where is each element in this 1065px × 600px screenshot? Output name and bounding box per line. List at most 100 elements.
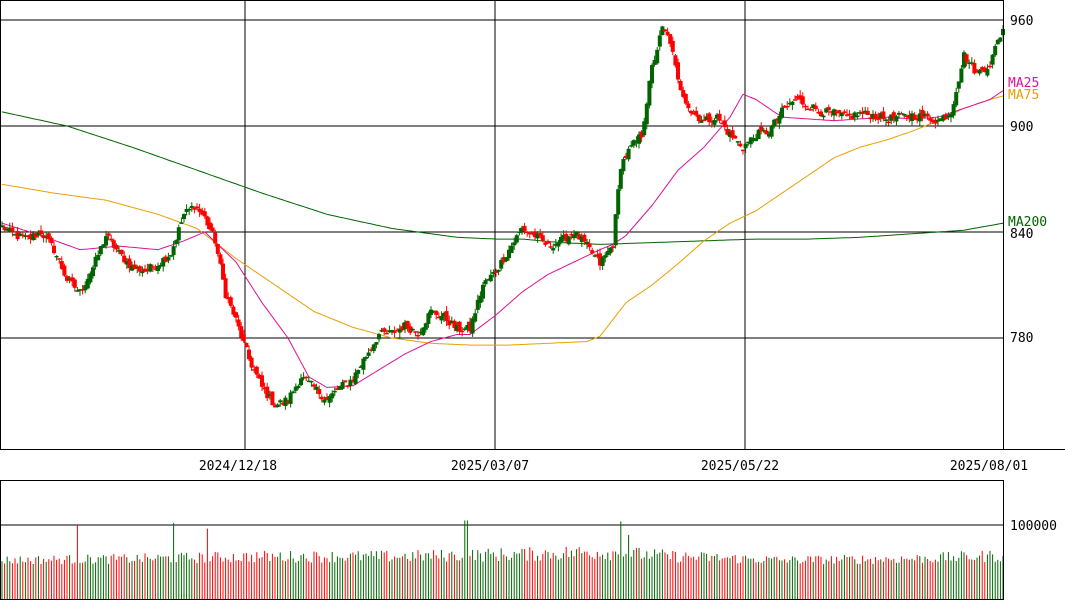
candle-body	[527, 232, 532, 235]
candlestick	[257, 373, 262, 379]
candle-body	[262, 387, 267, 390]
candle-body	[457, 321, 462, 332]
candlestick	[652, 55, 657, 67]
candlestick	[683, 92, 688, 105]
candlestick	[566, 235, 571, 246]
candle-body	[166, 257, 171, 261]
candle-body	[366, 352, 371, 356]
candlestick	[613, 213, 618, 249]
candlestick	[91, 265, 95, 279]
candle-body	[603, 255, 608, 258]
candle-body	[553, 243, 558, 246]
candlestick	[943, 112, 948, 120]
candlestick	[208, 217, 212, 231]
candlestick	[317, 385, 322, 399]
candle-body	[587, 243, 592, 248]
candle-body	[988, 65, 992, 68]
candle-body	[512, 242, 517, 246]
candlestick	[140, 266, 145, 277]
candlestick	[569, 231, 574, 240]
candlestick	[657, 30, 662, 51]
candlestick	[452, 319, 457, 332]
candle-body	[803, 105, 808, 108]
candlestick	[923, 111, 927, 119]
candle-body	[65, 276, 69, 281]
candlestick	[418, 328, 423, 336]
candle-body	[18, 233, 23, 236]
candle-body	[678, 80, 683, 91]
candlestick	[20, 231, 25, 239]
candle-body	[717, 113, 722, 121]
candle-body	[442, 313, 446, 317]
ma25-label: MA25	[1008, 76, 1039, 91]
candlestick	[174, 239, 179, 248]
candlestick	[205, 215, 210, 230]
candle-body	[171, 246, 176, 256]
candle-body	[426, 313, 431, 324]
candlestick	[704, 113, 709, 121]
candlestick	[455, 321, 459, 333]
candlestick	[998, 37, 1003, 43]
candlestick	[382, 327, 387, 336]
candle-body	[390, 330, 394, 333]
candle-body	[158, 264, 163, 267]
candle-body	[613, 214, 618, 246]
candle-body	[655, 49, 660, 64]
candle-body	[699, 120, 704, 123]
candlestick	[397, 324, 402, 338]
candlestick	[686, 101, 691, 112]
candlestick	[351, 376, 355, 383]
candle-body	[525, 231, 530, 233]
candle-body	[821, 115, 826, 118]
candle-body	[600, 257, 605, 266]
candlestick	[527, 231, 532, 239]
candlestick	[985, 64, 990, 78]
candlestick	[143, 264, 147, 272]
candlestick	[546, 239, 550, 244]
candlestick	[374, 341, 379, 349]
candle-body	[387, 330, 392, 333]
candle-body	[709, 120, 714, 123]
candle-body	[915, 118, 920, 121]
candlestick	[254, 365, 259, 379]
price-tick-label: 780	[1010, 331, 1033, 346]
candlestick	[743, 142, 748, 153]
candle-body	[109, 238, 114, 241]
candlestick	[262, 382, 267, 394]
candlestick	[52, 241, 56, 255]
candlestick	[681, 86, 686, 99]
candle-body	[288, 392, 293, 404]
candlestick	[280, 400, 285, 406]
candlestick	[587, 239, 592, 251]
candlestick	[621, 156, 626, 175]
candlestick	[819, 109, 823, 117]
candle-body	[839, 112, 844, 117]
candlestick	[117, 246, 121, 255]
candlestick	[696, 114, 701, 124]
candle-body	[925, 113, 930, 117]
candle-body	[257, 374, 262, 379]
candle-body	[813, 105, 818, 110]
candle-body	[652, 60, 657, 65]
candlestick	[946, 112, 951, 120]
candlestick	[600, 255, 605, 270]
candle-body	[39, 230, 43, 235]
candlestick	[36, 230, 41, 238]
candle-body	[858, 112, 862, 114]
date-label: 2025/05/22	[701, 459, 779, 474]
candle-body	[777, 115, 782, 124]
candlestick	[124, 257, 129, 269]
candle-body	[135, 266, 140, 269]
candle-body	[670, 40, 675, 52]
candle-body	[0, 225, 4, 228]
candle-body	[358, 366, 363, 368]
candlestick	[387, 325, 392, 334]
candle-body	[148, 264, 153, 272]
candle-body	[10, 227, 15, 233]
candle-body	[286, 401, 290, 403]
candlestick	[54, 255, 59, 261]
candle-body	[309, 380, 314, 383]
candle-body	[735, 141, 740, 143]
candlestick	[426, 311, 431, 328]
candlestick	[319, 394, 324, 403]
